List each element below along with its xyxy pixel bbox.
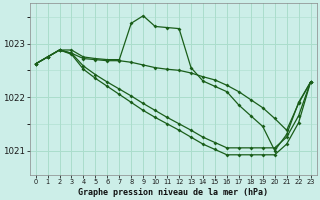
- X-axis label: Graphe pression niveau de la mer (hPa): Graphe pression niveau de la mer (hPa): [78, 188, 268, 197]
